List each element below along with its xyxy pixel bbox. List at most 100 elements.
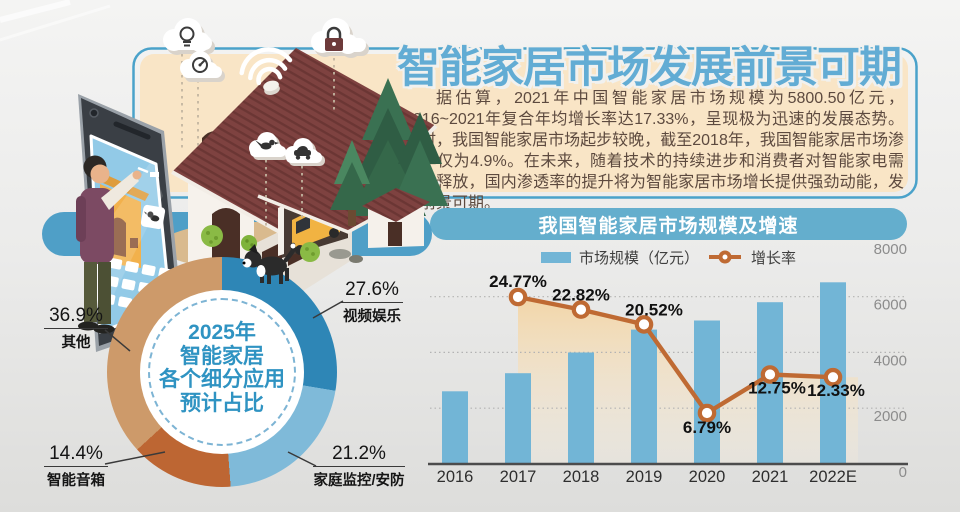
garage-post [278, 205, 284, 256]
growth-label-2020: 6.79% [683, 418, 731, 437]
person-leg [98, 262, 111, 324]
growth-label-2022E: 12.33% [807, 381, 865, 400]
cloud-bulb [163, 18, 215, 56]
pie-label-other: 36.9% 其他 [44, 305, 108, 352]
phone-speaker [113, 121, 151, 140]
bar-2019 [631, 329, 657, 464]
person-arm-left [76, 196, 86, 242]
status-bars [137, 166, 149, 174]
pie-category: 其他 [61, 335, 91, 351]
corner-streak [0, 4, 111, 42]
cloud-bird [249, 132, 289, 160]
chart-legend: 市场规模（亿元） 增长率 [430, 247, 907, 267]
pie-dashed-ring [148, 298, 296, 446]
y-tick-6000: 6000 [874, 297, 907, 314]
line-marker-2021 [760, 365, 780, 384]
car-icon [294, 146, 311, 160]
growth-label-2018: 22.82% [552, 286, 610, 305]
growth-line [515, 294, 836, 416]
pie-value: 14.4% [49, 443, 103, 464]
bushes [201, 225, 363, 263]
y-tick-8000: 8000 [874, 241, 907, 258]
line-marker-2017 [508, 287, 528, 307]
bar-2020 [694, 320, 720, 464]
cloud-thermostat [180, 51, 225, 82]
chart-title: 我国智能家居市场规模及增速 [538, 215, 799, 237]
y-tick-2000: 2000 [874, 408, 907, 425]
x-tick-2019: 2019 [626, 468, 663, 486]
pie-label-security: 21.2% 家庭监控/安防 [313, 443, 405, 490]
pie-label-video: 27.6% 视频娱乐 [341, 279, 403, 326]
x-tick-2022E: 2022E [809, 468, 857, 486]
line-marker-2018 [571, 300, 591, 319]
growth-label-2021: 12.75% [748, 379, 806, 398]
leader-speaker [104, 451, 166, 465]
leader-video [312, 300, 344, 319]
line-marker-2022E [823, 367, 843, 387]
screen-house-window [130, 238, 138, 248]
line-marker-2019 [634, 315, 654, 334]
pie-center-title: 2025年 智能家居 各个细分应用 预计占比 [159, 321, 285, 415]
pie-category: 视频娱乐 [343, 309, 401, 325]
bar-legend-label: 市场规模（亿元） [578, 249, 699, 267]
bar-2016 [442, 391, 468, 464]
bar-legend-swatch [540, 251, 571, 263]
pie-value: 27.6% [345, 279, 399, 300]
pie-value: 21.2% [332, 443, 386, 464]
person-shoe [93, 324, 115, 334]
pie-label-speaker: 14.4% 智能音箱 [44, 443, 108, 490]
chart-title-bar: 我国智能家居市场规模及增速 [430, 208, 907, 240]
leader-security [287, 451, 317, 467]
person-leg [84, 262, 97, 322]
x-tick-2021: 2021 [752, 468, 789, 486]
growth-label-2017: 24.77% [489, 272, 547, 291]
cloud-car [285, 138, 325, 166]
thermostat-icon [192, 57, 208, 73]
pie-category: 智能音箱 [47, 473, 105, 489]
page-title: 智能家居市场发展前景可期 [397, 44, 902, 92]
y-tick-0: 0 [899, 464, 907, 481]
cloud-lock [311, 18, 369, 58]
bar-2017 [505, 373, 531, 464]
phone-camera [89, 108, 99, 118]
label-rule [313, 466, 405, 467]
shed-roof [362, 188, 430, 222]
x-tick-2016: 2016 [437, 468, 474, 486]
label-rule [44, 466, 108, 467]
line-marker-icon [709, 250, 741, 264]
label-rule [341, 302, 403, 303]
corner-streak [0, 0, 71, 23]
person-torso [80, 188, 114, 264]
line-marker-2020 [697, 403, 717, 423]
wifi-icon [239, 47, 293, 95]
x-tick-2017: 2017 [500, 468, 537, 486]
growth-label-2019: 20.52% [625, 300, 683, 319]
intro-paragraph: 据估算，2021年中国智能家居市场规模为5800.50亿元，2016~2021年… [404, 90, 904, 212]
leader-other [104, 329, 131, 352]
y-tick-4000: 4000 [874, 352, 907, 369]
bulb-icon [179, 26, 195, 47]
x-tick-2020: 2020 [689, 468, 726, 486]
bird-icon [255, 139, 279, 150]
shed-door [388, 222, 402, 246]
person [76, 155, 142, 334]
car-wheel [329, 228, 339, 238]
stone [329, 249, 351, 259]
screen-reflection [95, 160, 163, 310]
label-rule [44, 328, 108, 329]
pie-category: 家庭监控/安防 [313, 473, 405, 489]
person-head [90, 164, 110, 184]
line-legend-label: 增长率 [751, 249, 797, 267]
lock-icon [325, 26, 343, 51]
stone [349, 255, 363, 263]
battery-icon [150, 172, 159, 177]
screen-house-door [112, 217, 126, 257]
shed [362, 188, 430, 248]
person-hand [132, 170, 142, 180]
pie-value: 36.9% [49, 305, 103, 326]
